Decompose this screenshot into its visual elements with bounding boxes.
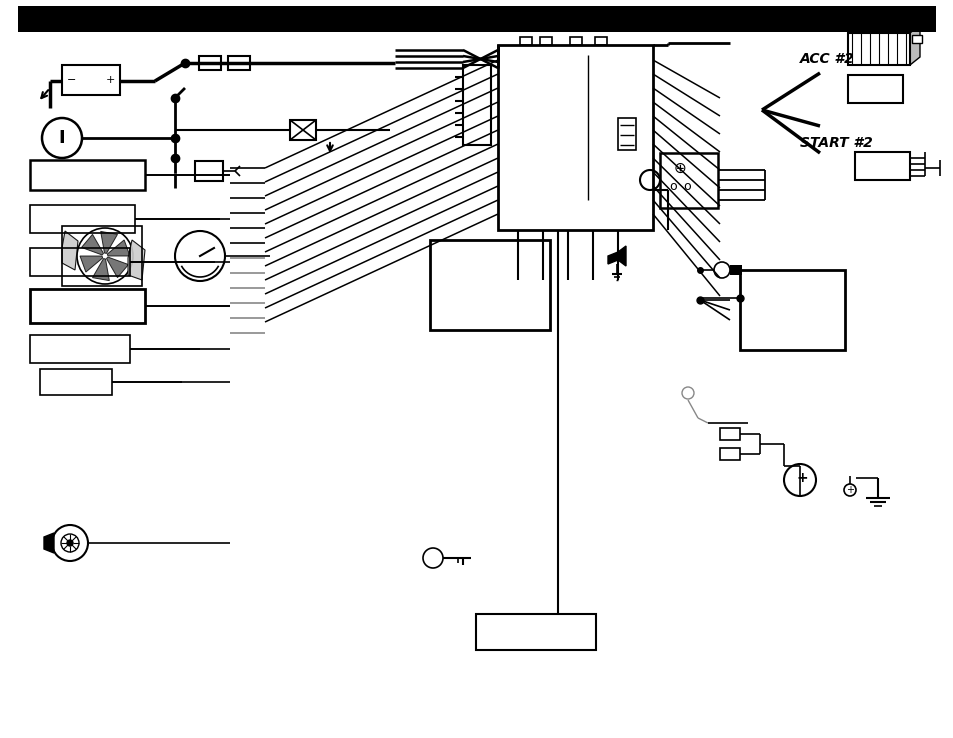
Polygon shape	[62, 231, 78, 270]
Polygon shape	[607, 246, 625, 266]
Bar	[430, 240, 550, 330]
Bar	[720, 448, 740, 460]
Bar	[62, 226, 142, 286]
Text: +: +	[845, 485, 853, 495]
Bar	[729, 265, 741, 275]
Bar	[30, 248, 130, 276]
Bar	[228, 56, 250, 70]
Bar	[194, 161, 223, 181]
Bar	[199, 56, 221, 70]
Text: o: o	[682, 179, 690, 193]
Text: o: o	[668, 179, 676, 193]
Polygon shape	[81, 235, 103, 255]
Polygon shape	[847, 25, 919, 33]
Bar	[40, 369, 112, 395]
Text: ⊕: ⊕	[673, 160, 685, 176]
Bar	[30, 160, 145, 190]
Bar	[659, 153, 718, 208]
Polygon shape	[128, 240, 145, 280]
Bar	[497, 45, 652, 230]
Circle shape	[67, 540, 73, 546]
Polygon shape	[107, 240, 130, 256]
Bar	[854, 152, 909, 180]
Bar	[911, 35, 921, 43]
Text: ACC #2: ACC #2	[800, 52, 854, 66]
Bar	[720, 428, 740, 440]
Bar	[539, 37, 552, 45]
Bar	[847, 33, 909, 65]
Bar	[30, 335, 130, 363]
Polygon shape	[101, 232, 117, 253]
Text: START #2: START #2	[800, 136, 872, 150]
Bar	[62, 65, 120, 95]
Bar	[569, 37, 581, 45]
Text: −: −	[68, 75, 76, 85]
Polygon shape	[80, 256, 103, 272]
Bar	[30, 205, 135, 233]
Bar	[30, 289, 145, 323]
Bar	[847, 75, 902, 103]
Circle shape	[713, 262, 729, 278]
Polygon shape	[44, 533, 54, 553]
Bar	[740, 270, 844, 350]
Bar	[595, 37, 606, 45]
Polygon shape	[92, 258, 110, 280]
Text: I: I	[59, 129, 65, 147]
Text: +: +	[796, 471, 807, 485]
Bar	[519, 37, 532, 45]
Text: +: +	[105, 75, 114, 85]
Bar	[290, 120, 315, 140]
Polygon shape	[909, 25, 919, 65]
Polygon shape	[107, 257, 129, 277]
Bar	[618, 118, 636, 150]
Bar	[462, 65, 491, 145]
Bar	[18, 6, 935, 32]
Bar	[476, 614, 596, 650]
